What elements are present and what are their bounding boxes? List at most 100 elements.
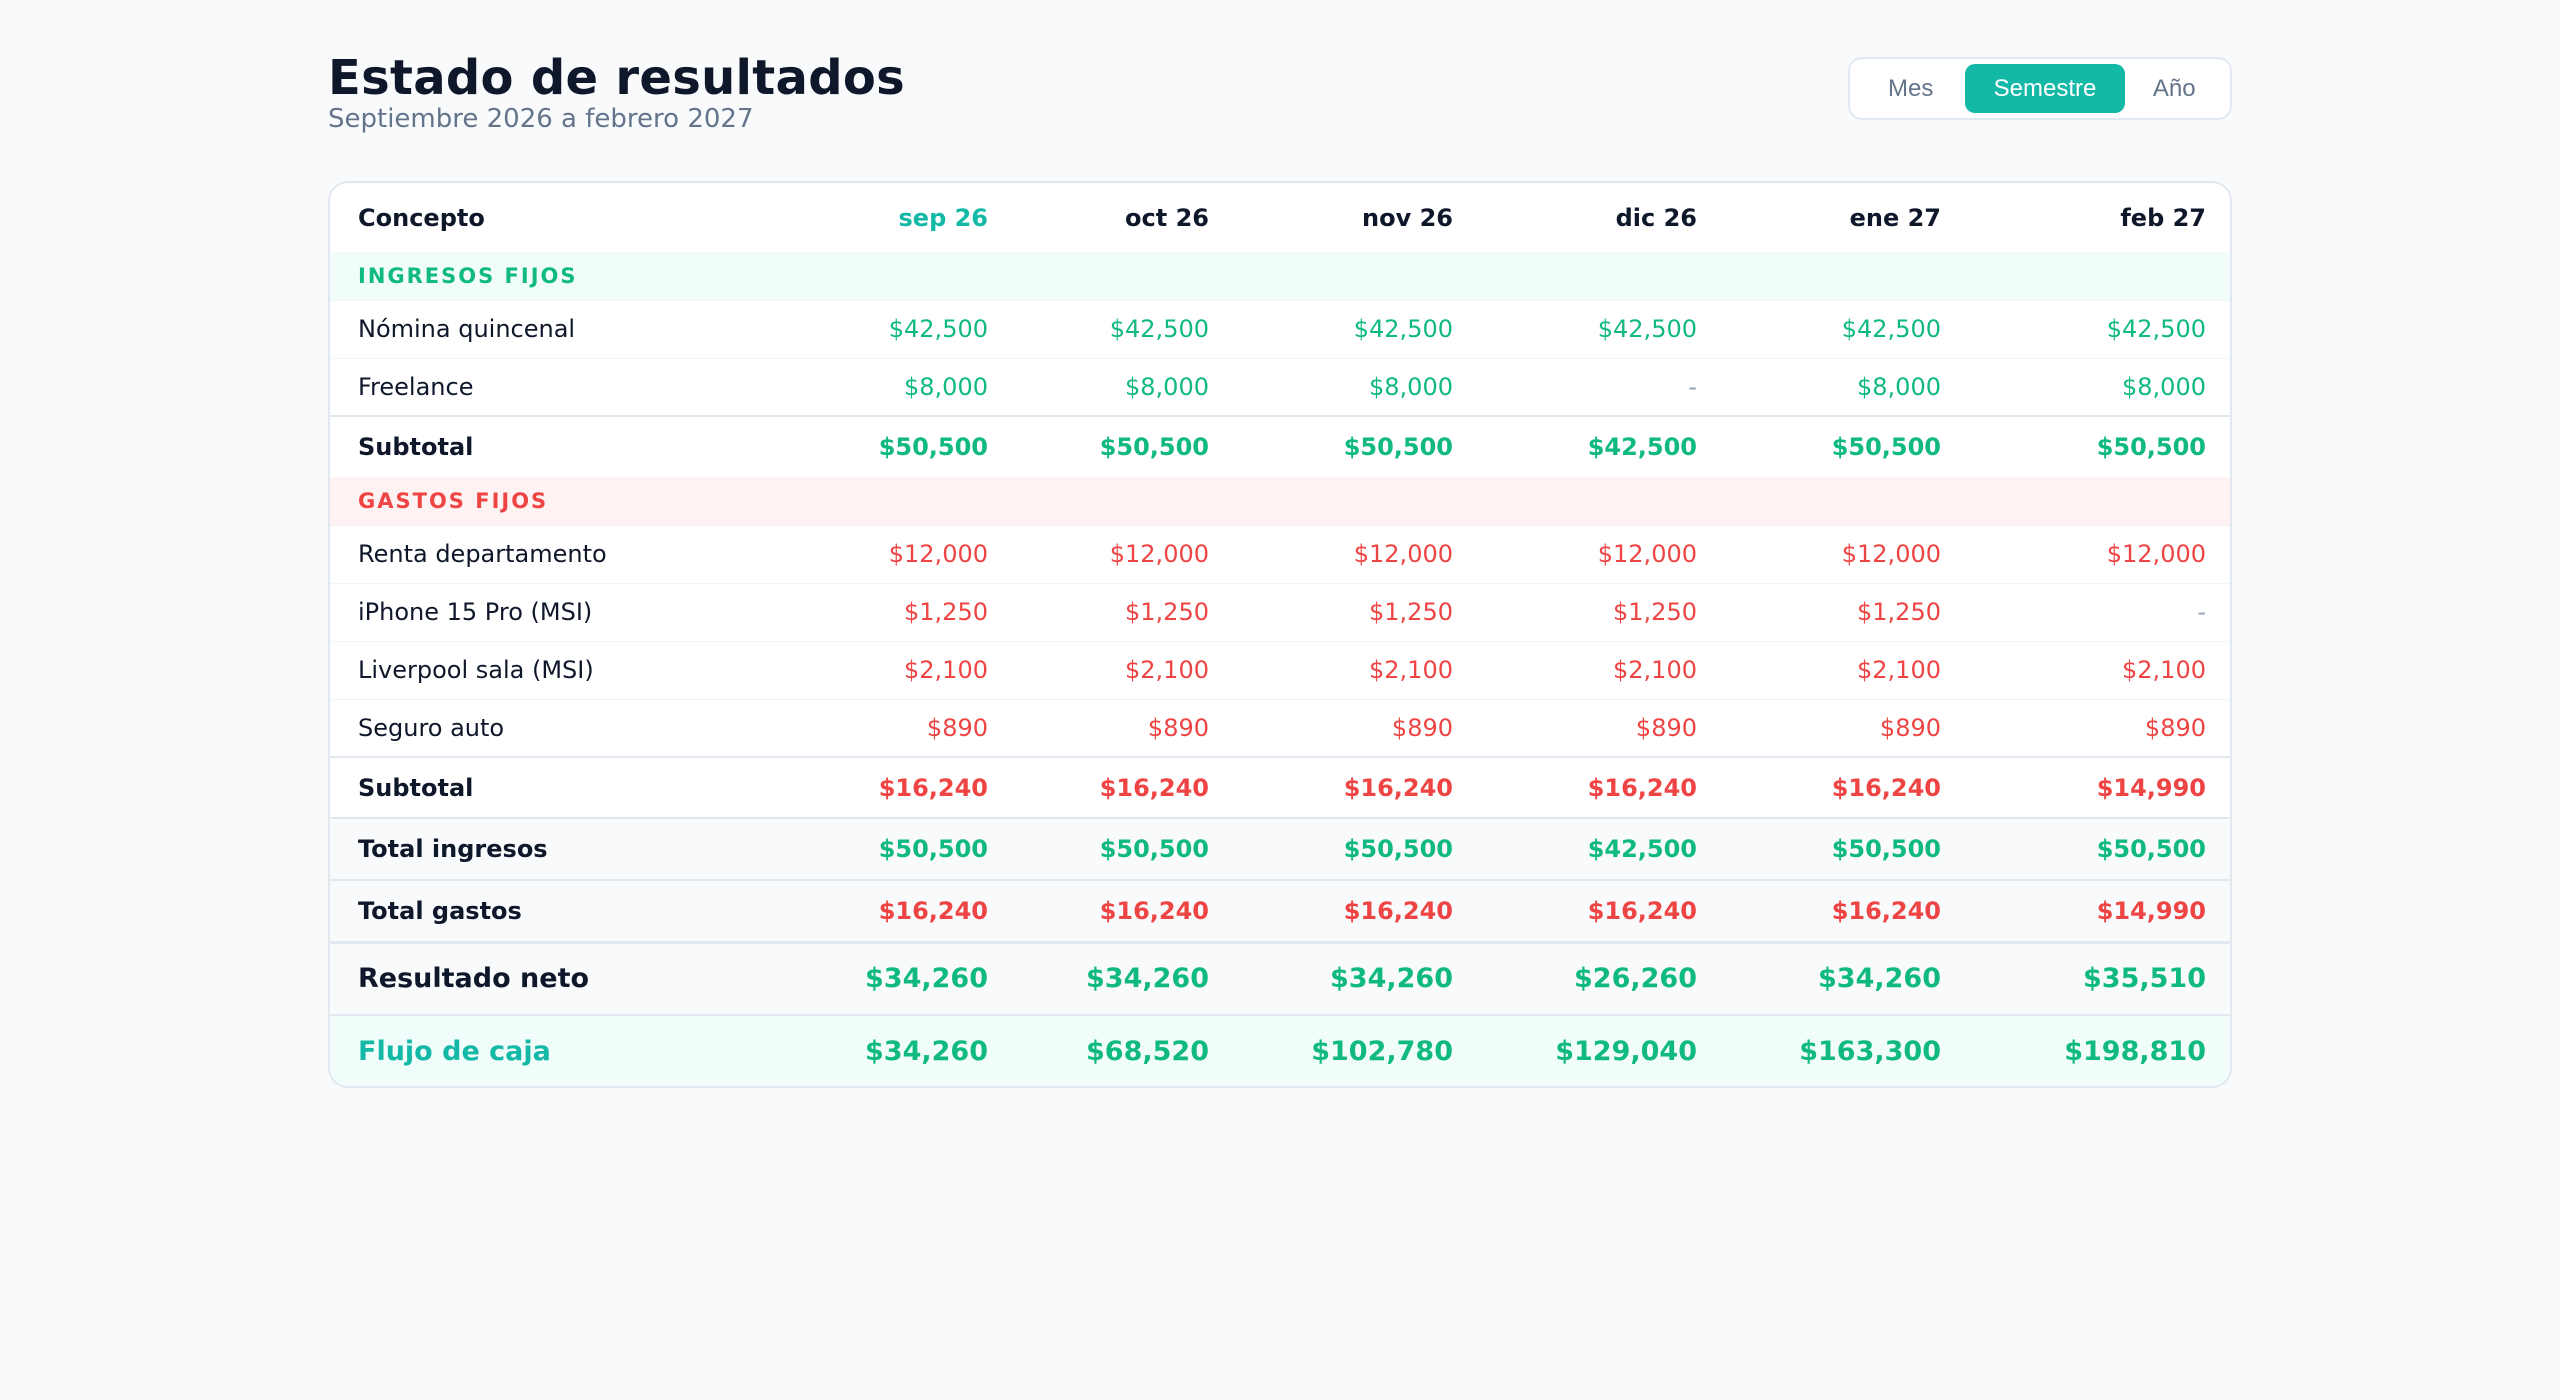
resultado-neto-row-value: $35,510 [1969,940,2230,1015]
resultado-neto-row-value: $34,260 [1237,940,1481,1015]
section-gastos-fijos-label: GASTOS FIJOS [330,477,2230,525]
income-row-value: $8,000 [800,357,1016,416]
expense-row-label: Liverpool sala (MSI) [330,640,800,699]
total-gastos-row-value: $14,990 [1969,879,2230,942]
period-option-semestre[interactable]: Semestre [1965,64,2125,113]
period-option-mes[interactable]: Mes [1888,74,1934,102]
flujo-de-caja-row: Flujo de caja $34,260 $68,520 $102,780 $129,… [330,1014,2230,1086]
expense-subtotal-row-label: Subtotal [330,756,800,818]
page-header: Estado de resultados Septiembre 2026 a f… [328,0,2232,181]
flujo-de-caja-row-value: $198,810 [1969,1014,2230,1086]
expense-subtotal-row-value: $16,240 [1237,756,1481,818]
income-row-value: $42,500 [1481,299,1725,358]
total-ingresos-row-label: Total ingresos [330,817,800,880]
expense-row-value: $2,100 [1969,640,2230,699]
period-option-ano[interactable]: Año [2152,74,2196,102]
income-row-value: $42,500 [1016,299,1237,358]
expense-row-value: $890 [1725,698,1969,757]
section-gastos-fijos: GASTOS FIJOS [330,477,2230,525]
expense-subtotal-row-value: $14,990 [1969,756,2230,818]
expense-row-value: - [1969,582,2230,641]
resultado-neto-row-value: $34,260 [800,940,1016,1015]
table-header-row: Concepto sep 26 oct 26 nov 26 dic 26 ene… [330,183,2230,252]
resultado-neto-row-value: $34,260 [1725,940,1969,1015]
total-ingresos-row: Total ingresos $50,500 $50,500 $50,500 $42,5… [330,817,2230,880]
total-gastos-row-label: Total gastos [330,879,800,942]
total-ingresos-row-value: $50,500 [1969,817,2230,880]
expense-row: Liverpool sala (MSI) $2,100 $2,100 $2,100 $2… [330,640,2230,699]
expense-row-label: Renta departamento [330,524,800,583]
column-header-concepto: Concepto [358,203,485,232]
flujo-de-caja-row-value: $102,780 [1237,1014,1481,1086]
page-title: Estado de resultados [328,50,906,106]
income-subtotal-row-label: Subtotal [330,415,800,477]
flujo-de-caja-row-value: $129,040 [1481,1014,1725,1086]
flujo-de-caja-row-value: $68,520 [1016,1014,1237,1086]
expense-row-value: $12,000 [1969,524,2230,583]
resultado-neto-row-value: $34,260 [1016,940,1237,1015]
expense-row-value: $1,250 [1016,582,1237,641]
income-statement-card: Concepto sep 26 oct 26 nov 26 dic 26 ene… [328,181,2232,1088]
expense-row-value: $1,250 [1725,582,1969,641]
expense-row-value: $890 [1016,698,1237,757]
expense-row-value: $890 [800,698,1016,757]
expense-row: iPhone 15 Pro (MSI) $1,250 $1,250 $1,250 $1,… [330,582,2230,641]
column-header-month: feb 27 [2120,203,2206,232]
income-row-value: $8,000 [1725,357,1969,416]
expense-subtotal-row-value: $16,240 [800,756,1016,818]
income-subtotal-row-value: $42,500 [1481,415,1725,477]
column-header-month: dic 26 [1615,203,1697,232]
total-gastos-row-value: $16,240 [1725,879,1969,942]
income-row-label: Freelance [330,357,800,416]
resultado-neto-row: Resultado neto $34,260 $34,260 $34,260 $26,2… [330,940,2230,1015]
expense-subtotal-row-value: $16,240 [1725,756,1969,818]
expense-subtotal-row-value: $16,240 [1481,756,1725,818]
expense-row: Seguro auto $890 $890 $890 $890 $890 $890 [330,698,2230,757]
total-ingresos-row-value: $50,500 [1725,817,1969,880]
expense-row-value: $12,000 [1016,524,1237,583]
expense-row-value: $1,250 [1481,582,1725,641]
resultado-neto-row-value: $26,260 [1481,940,1725,1015]
expense-row-value: $2,100 [1016,640,1237,699]
expense-row-value: $12,000 [1481,524,1725,583]
expense-row-value: $2,100 [1237,640,1481,699]
income-subtotal-row-value: $50,500 [1725,415,1969,477]
expense-row-value: $890 [1481,698,1725,757]
expense-row-value: $890 [1969,698,2230,757]
total-ingresos-row-value: $50,500 [1016,817,1237,880]
column-header-month: nov 26 [1362,203,1453,232]
total-gastos-row-value: $16,240 [1016,879,1237,942]
total-ingresos-row-value: $50,500 [1237,817,1481,880]
expense-subtotal-row: Subtotal $16,240 $16,240 $16,240 $16,240 $16,… [330,756,2230,818]
table-body: INGRESOS FIJOS Nómina quincenal $42,500 $42… [330,252,2230,1086]
income-row-value: $8,000 [1969,357,2230,416]
page-subtitle: Septiembre 2026 a febrero 2027 [328,104,754,134]
expense-row-value: $890 [1237,698,1481,757]
expense-row-value: $2,100 [1481,640,1725,699]
flujo-de-caja-row-label: Flujo de caja [330,1014,800,1086]
flujo-de-caja-row-value: $163,300 [1725,1014,1969,1086]
expense-row-label: iPhone 15 Pro (MSI) [330,582,800,641]
total-ingresos-row-value: $50,500 [800,817,1016,880]
expense-row-value: $2,100 [800,640,1016,699]
page: Estado de resultados Septiembre 2026 a f… [328,0,2232,1088]
expense-row: Renta departamento $12,000 $12,000 $12,000 $… [330,524,2230,583]
income-row: Nómina quincenal $42,500 $42,500 $42,500 $42… [330,299,2230,358]
income-subtotal-row: Subtotal $50,500 $50,500 $50,500 $42,500 $50,… [330,415,2230,477]
expense-row-value: $12,000 [1725,524,1969,583]
income-row-value: $42,500 [1725,299,1969,358]
expense-row-value: $2,100 [1725,640,1969,699]
total-gastos-row-value: $16,240 [800,879,1016,942]
income-subtotal-row-value: $50,500 [1969,415,2230,477]
income-row-value: $8,000 [1237,357,1481,416]
column-header-month: ene 27 [1849,203,1941,232]
column-header-month: oct 26 [1125,203,1209,232]
expense-subtotal-row-value: $16,240 [1016,756,1237,818]
expense-row-value: $12,000 [800,524,1016,583]
total-ingresos-row-value: $42,500 [1481,817,1725,880]
expense-row-value: $12,000 [1237,524,1481,583]
income-subtotal-row-value: $50,500 [800,415,1016,477]
expense-row-value: $1,250 [800,582,1016,641]
income-row: Freelance $8,000 $8,000 $8,000- $8,000 $8,000 [330,357,2230,416]
total-gastos-row-value: $16,240 [1481,879,1725,942]
